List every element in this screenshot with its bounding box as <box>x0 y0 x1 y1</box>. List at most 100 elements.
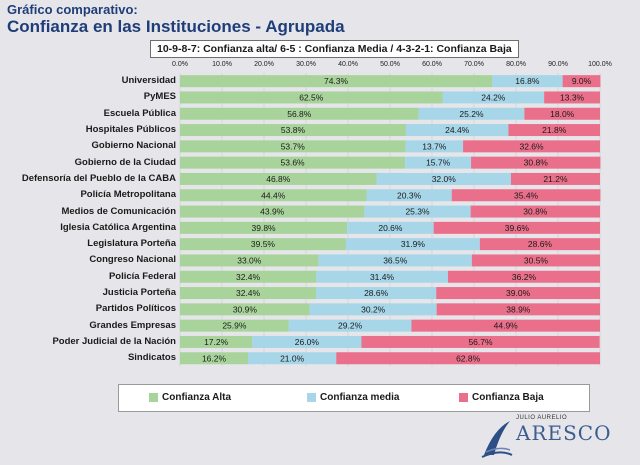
legend: Confianza Alta Confianza media Confianza… <box>118 384 590 412</box>
bar-segment <box>180 303 310 316</box>
bar-segment <box>447 270 600 283</box>
x-tick-label: 70.0% <box>464 61 484 68</box>
bar-segment <box>180 221 348 234</box>
data-label: 26.0% <box>295 337 320 347</box>
legend-swatch-baja <box>459 393 468 402</box>
bar-segment <box>479 238 600 251</box>
data-label: 30.9% <box>233 304 258 314</box>
bar-segment <box>309 303 437 316</box>
category-label: Sindicatos <box>127 352 176 364</box>
bar-segment <box>436 303 600 316</box>
logo-brand-text: ARESCO <box>516 421 612 445</box>
data-label: 30.8% <box>523 207 548 217</box>
data-label: 56.8% <box>287 109 312 119</box>
logo-swoosh-icon <box>481 421 513 458</box>
data-label: 33.0% <box>237 255 262 265</box>
data-label: 53.7% <box>281 141 306 151</box>
data-label: 24.2% <box>481 92 506 102</box>
data-label: 53.8% <box>281 125 306 135</box>
bar-segment <box>180 140 406 153</box>
category-label: Defensoría del Pueblo de la CABA <box>21 172 176 184</box>
data-label: 31.4% <box>370 272 395 282</box>
x-tick-label: 30.0% <box>296 61 316 68</box>
bar-segment <box>252 335 362 348</box>
data-label: 62.5% <box>299 92 324 102</box>
data-label: 56.7% <box>468 337 493 347</box>
data-label: 21.2% <box>543 174 568 184</box>
bar-segment <box>442 91 545 104</box>
bar-segment <box>180 107 419 120</box>
data-label: 39.8% <box>252 223 277 233</box>
bar-segment <box>180 352 249 365</box>
data-label: 9.0% <box>572 76 592 86</box>
data-label: 25.9% <box>222 321 247 331</box>
data-label: 32.4% <box>236 288 261 298</box>
data-label: 25.2% <box>459 109 484 119</box>
bar-segment <box>562 75 601 88</box>
data-label: 44.9% <box>494 321 519 331</box>
bar-segment <box>180 75 493 88</box>
data-label: 39.6% <box>505 223 530 233</box>
bar-segment <box>510 172 600 185</box>
chart-subtitle: Gráfico comparativo: <box>7 2 138 17</box>
bar-segment <box>180 335 253 348</box>
category-label: Escuela Pública <box>103 107 176 119</box>
bar-segment <box>180 238 346 251</box>
bar-segment <box>288 319 412 332</box>
data-label: 20.6% <box>378 223 403 233</box>
category-label: Justicia Porteña <box>102 287 176 299</box>
data-label: 13.7% <box>422 141 447 151</box>
bar-segment <box>405 124 509 137</box>
bar-segment <box>405 156 472 169</box>
data-label: 53.6% <box>281 158 306 168</box>
data-label: 18.0% <box>550 109 575 119</box>
category-label: Medios de Comunicación <box>61 205 176 217</box>
data-label: 13.3% <box>560 92 585 102</box>
data-label: 39.5% <box>251 239 276 249</box>
legend-label-baja: Confianza Baja <box>472 392 544 403</box>
data-label: 17.2% <box>204 337 229 347</box>
x-tick-label: 40.0% <box>338 61 358 68</box>
data-label: 24.4% <box>445 125 470 135</box>
category-label: Hospitales Públicos <box>85 124 176 136</box>
bar-segment <box>433 221 600 234</box>
bar-segment <box>544 91 600 104</box>
bar-segment <box>508 124 600 137</box>
data-label: 30.8% <box>524 158 549 168</box>
bar-segment <box>180 287 317 300</box>
bar-segment <box>347 221 434 234</box>
bar-segment <box>345 238 480 251</box>
bar-segment <box>471 254 600 267</box>
bar-segment <box>180 254 319 267</box>
bar-segment <box>471 156 601 169</box>
data-label: 15.7% <box>426 158 451 168</box>
category-label: PyMES <box>143 91 176 103</box>
data-label: 28.6% <box>364 288 389 298</box>
category-label: Partidos Políticos <box>95 303 176 315</box>
legend-swatch-alta <box>149 393 158 402</box>
bar-segment <box>361 335 600 348</box>
data-label: 16.8% <box>515 76 540 86</box>
data-label: 29.2% <box>338 321 363 331</box>
bar-segment <box>366 189 452 202</box>
data-label: 62.8% <box>456 353 481 363</box>
data-label: 43.9% <box>260 207 285 217</box>
bar-segment <box>180 172 377 185</box>
data-label: 39.0% <box>506 288 531 298</box>
category-label: Universidad <box>121 75 176 87</box>
bar-segment <box>248 352 337 365</box>
bar-segment <box>451 189 601 202</box>
x-tick-label: 60.0% <box>422 61 442 68</box>
x-tick-label: 10.0% <box>212 61 232 68</box>
legend-item-baja: Confianza Baja <box>459 392 544 403</box>
data-label: 28.6% <box>528 239 553 249</box>
bar-segment <box>405 140 464 153</box>
category-label: Congreso Nacional <box>89 254 176 266</box>
bar-segment <box>336 352 600 365</box>
data-label: 35.4% <box>514 190 539 200</box>
data-label: 32.0% <box>432 174 457 184</box>
bar-segment <box>436 287 600 300</box>
legend-label-media: Confianza media <box>320 392 400 403</box>
bar-segment <box>418 107 525 120</box>
